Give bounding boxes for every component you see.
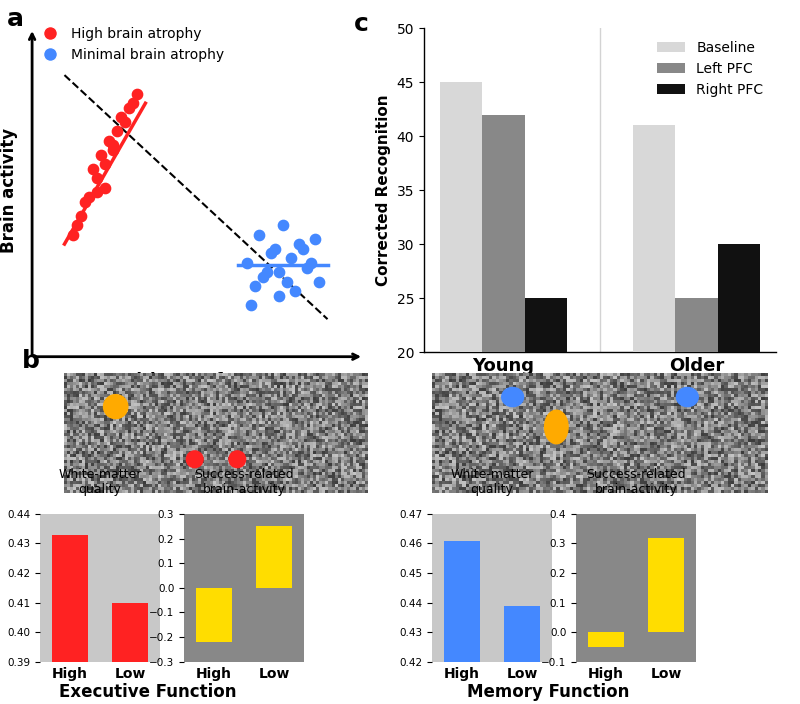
Point (265, 248, 278, 259)
Text: Memory Function: Memory Function (467, 683, 629, 701)
Text: White-matter
quality: White-matter quality (450, 468, 534, 496)
Y-axis label: Corrected Recognition: Corrected Recognition (376, 94, 391, 286)
Point (273, 267, 286, 278)
Point (127, 98, 140, 109)
Legend: Baseline, Left PFC, Right PFC: Baseline, Left PFC, Right PFC (652, 35, 769, 102)
Point (123, 102, 136, 113)
Point (305, 257, 318, 268)
Point (256, 271, 269, 282)
Point (106, 144, 119, 156)
Point (90, 172, 103, 184)
Point (244, 299, 257, 310)
Point (293, 239, 306, 250)
Bar (525, 298, 567, 568)
Point (309, 234, 322, 245)
Text: b: b (22, 349, 39, 373)
Bar (633, 125, 675, 568)
Bar (504, 605, 540, 662)
X-axis label: Cognitive Performance: Cognitive Performance (89, 372, 303, 389)
Ellipse shape (186, 451, 203, 467)
Point (273, 290, 286, 301)
Text: a: a (6, 7, 24, 31)
Point (82, 191, 95, 203)
Point (240, 257, 253, 268)
Point (277, 220, 290, 231)
Bar (52, 534, 88, 662)
Point (252, 229, 265, 240)
Point (289, 285, 302, 296)
Point (131, 88, 144, 99)
Y-axis label: Brain activity: Brain activity (1, 127, 18, 253)
Point (297, 243, 310, 254)
Point (78, 196, 91, 208)
Bar (112, 603, 148, 662)
Ellipse shape (229, 451, 246, 467)
Bar (718, 244, 760, 568)
Bar (256, 526, 292, 588)
Point (118, 116, 131, 127)
Text: White-matter
quality: White-matter quality (58, 468, 142, 496)
Point (74, 210, 87, 222)
Point (285, 253, 298, 264)
Point (114, 112, 127, 123)
Ellipse shape (677, 387, 698, 407)
Bar (588, 632, 624, 647)
Bar (196, 588, 232, 642)
Point (106, 140, 119, 151)
Text: c: c (354, 12, 369, 36)
Point (281, 276, 294, 287)
Point (94, 149, 107, 161)
Ellipse shape (502, 387, 523, 407)
Point (70, 220, 83, 231)
Bar (440, 82, 482, 568)
Bar (675, 298, 718, 568)
Point (102, 135, 115, 146)
Text: Executive Function: Executive Function (59, 683, 237, 701)
Point (110, 126, 123, 137)
Point (248, 281, 261, 292)
Legend: High brain atrophy, Minimal brain atrophy: High brain atrophy, Minimal brain atroph… (31, 21, 230, 67)
Point (301, 262, 314, 273)
Text: Success-related
brain-activity: Success-related brain-activity (194, 468, 294, 496)
Point (90, 187, 103, 198)
Point (313, 276, 326, 287)
Text: Success-related
brain-activity: Success-related brain-activity (586, 468, 686, 496)
Point (66, 229, 79, 240)
Ellipse shape (545, 410, 568, 444)
Bar (444, 541, 480, 662)
Bar (648, 538, 684, 632)
Point (261, 267, 274, 278)
Point (98, 182, 111, 194)
Point (86, 163, 99, 175)
Point (269, 243, 282, 254)
Point (98, 158, 111, 170)
Bar (482, 115, 525, 568)
Ellipse shape (103, 395, 128, 419)
